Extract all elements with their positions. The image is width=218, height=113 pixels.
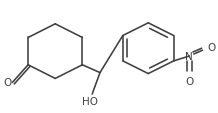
- Text: N: N: [186, 52, 193, 61]
- Text: O: O: [185, 77, 194, 87]
- Text: HO: HO: [82, 96, 98, 106]
- Text: O: O: [3, 78, 12, 88]
- Text: O: O: [208, 43, 216, 53]
